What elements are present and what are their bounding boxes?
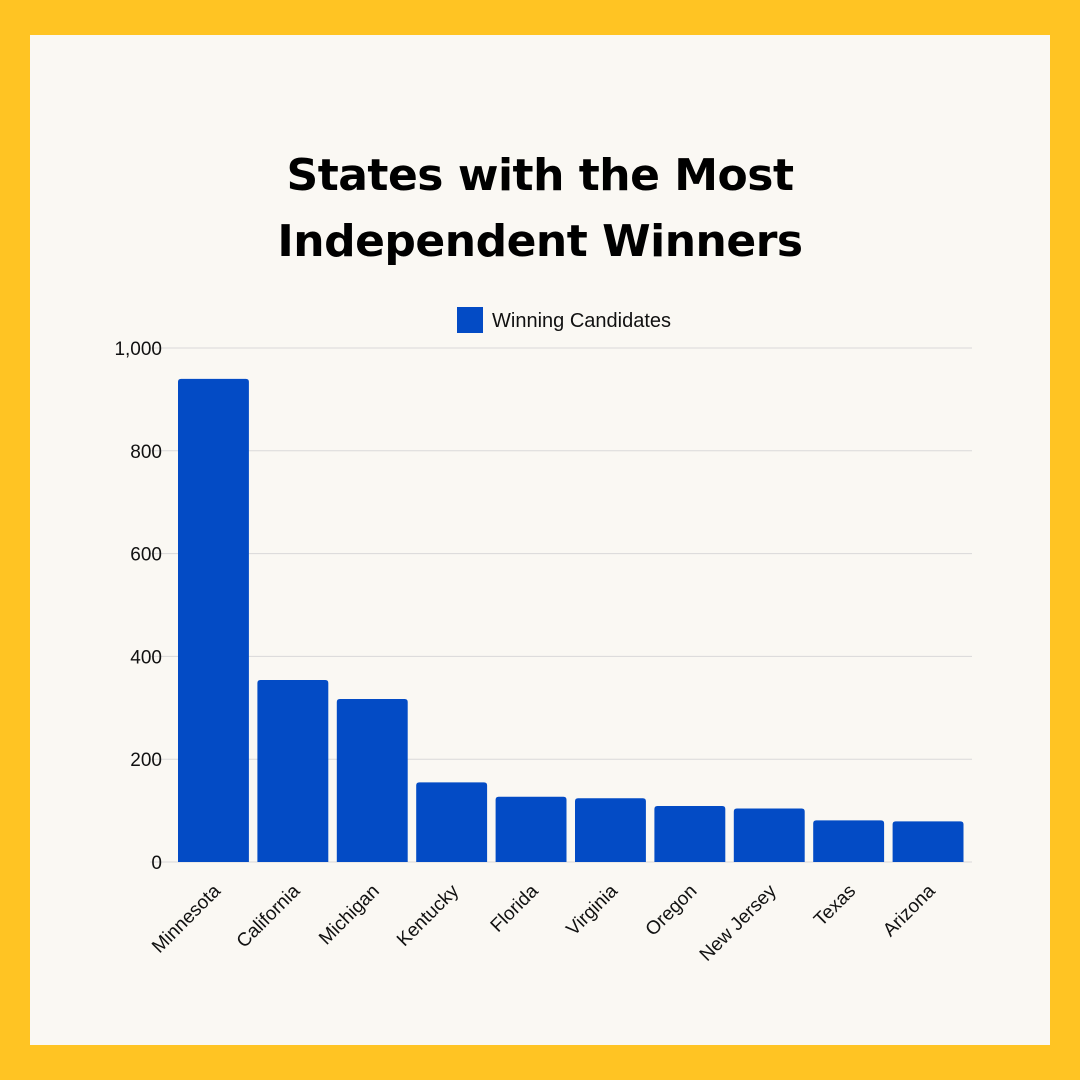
legend: Winning Candidates bbox=[457, 307, 671, 333]
y-tick-label: 0 bbox=[151, 853, 162, 874]
bar-arizona bbox=[892, 821, 964, 862]
x-tick-label: California bbox=[233, 880, 305, 952]
x-tick-label: New Jersey bbox=[696, 880, 781, 965]
chart-title-line-1: States with the Most bbox=[286, 150, 794, 201]
bar-florida bbox=[495, 796, 567, 862]
x-axis-labels: Minnesota California Michigan Kentucky Flori… bbox=[148, 880, 940, 965]
legend-swatch bbox=[457, 307, 483, 333]
x-tick-label: Oregon bbox=[642, 881, 702, 941]
x-tick-label: Arizona bbox=[879, 880, 940, 941]
bars bbox=[178, 378, 964, 862]
y-tick-label: 600 bbox=[130, 545, 162, 566]
y-tick-label: 800 bbox=[130, 442, 162, 463]
bar-california bbox=[257, 680, 329, 862]
bar-new-jersey bbox=[733, 808, 805, 862]
bar-minnesota bbox=[178, 378, 249, 862]
x-tick-label: Florida bbox=[487, 880, 543, 936]
y-tick-label: 400 bbox=[130, 647, 162, 668]
legend-label: Winning Candidates bbox=[492, 310, 671, 332]
x-tick-label: Kentucky bbox=[393, 880, 463, 950]
bar-texas bbox=[813, 820, 885, 862]
bar-kentucky bbox=[416, 782, 488, 862]
x-tick-label: Michigan bbox=[315, 881, 384, 950]
bar-virginia bbox=[575, 798, 646, 862]
y-tick-label: 200 bbox=[130, 750, 162, 771]
x-tick-label: Texas bbox=[810, 881, 860, 931]
chart-title: States with the Most Independent Winners bbox=[30, 143, 1050, 275]
y-axis-labels: 0 200 400 600 800 1,000 bbox=[114, 339, 162, 874]
x-tick-label: Minnesota bbox=[148, 880, 225, 957]
bar-oregon bbox=[654, 805, 726, 862]
chart-title-line-2: Independent Winners bbox=[277, 216, 803, 267]
bar-michigan bbox=[336, 699, 408, 862]
x-tick-label: Virginia bbox=[563, 880, 623, 940]
y-tick-label: 1,000 bbox=[114, 339, 162, 360]
